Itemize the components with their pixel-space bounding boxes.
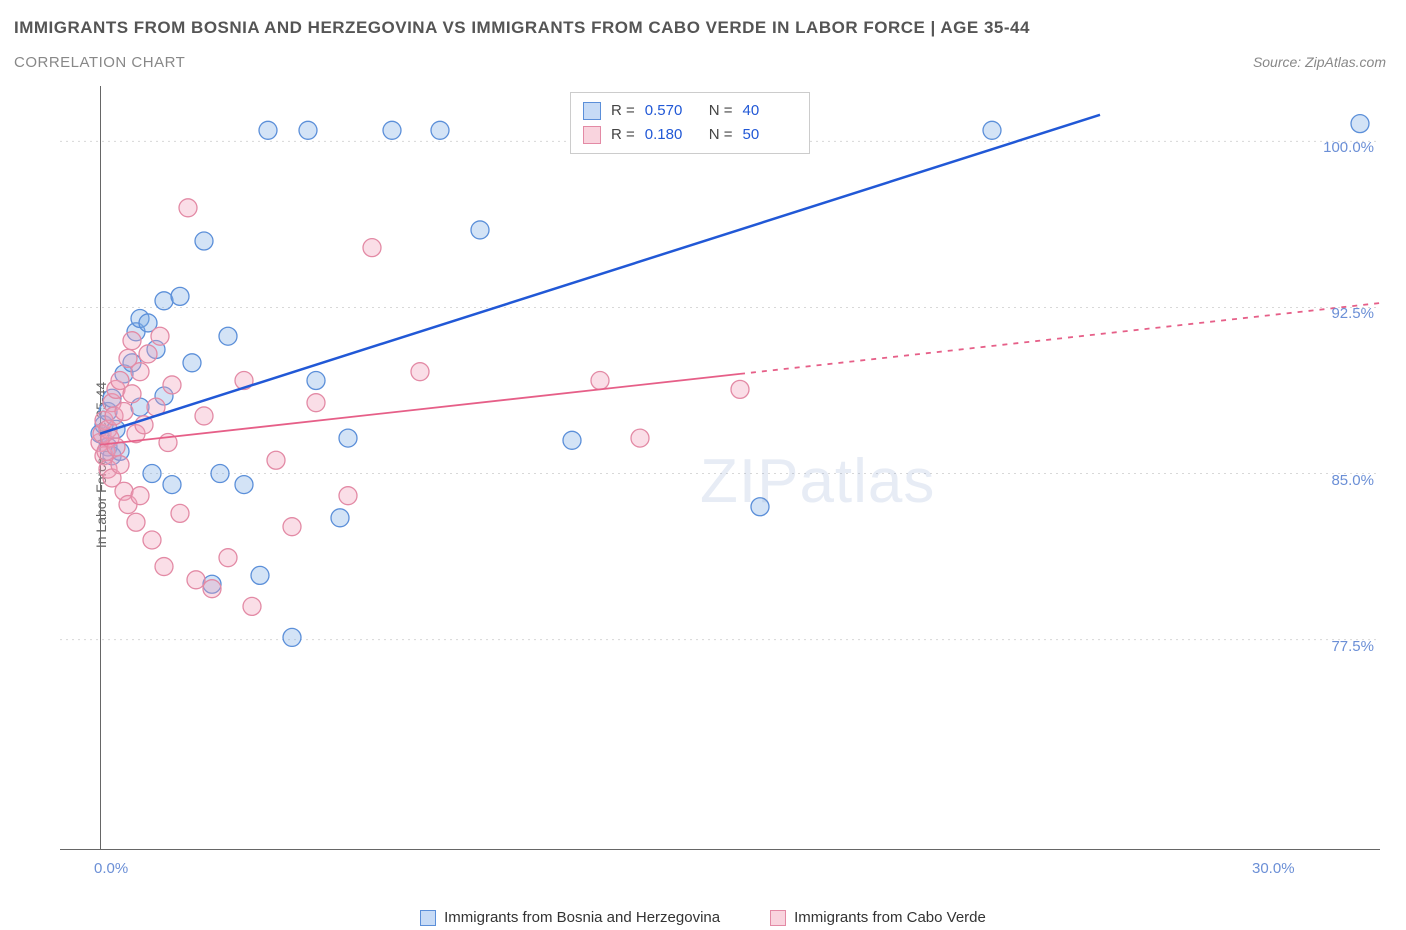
legend-row: R = 0.180 N = 50 [583, 123, 797, 147]
legend-swatch [583, 102, 601, 120]
x-tick-label: 0.0% [94, 860, 128, 877]
series-legend-label: Immigrants from Bosnia and Herzegovina [444, 909, 720, 926]
legend-r-value: 0.570 [645, 99, 699, 123]
y-tick-label: 100.0% [1323, 139, 1374, 156]
y-tick-label: 92.5% [1331, 305, 1374, 322]
y-tick-label: 85.0% [1331, 472, 1374, 489]
legend-r-label: R = [611, 123, 635, 147]
correlation-legend: R = 0.570 N = 40 R = 0.180 N = 50 [570, 92, 810, 154]
chart-area: ZIPatlas 77.5%85.0%92.5%100.0% 0.0%30.0% [60, 86, 1380, 876]
series-legend-label: Immigrants from Cabo Verde [794, 909, 986, 926]
legend-r-value: 0.180 [645, 123, 699, 147]
y-tick-label: 77.5% [1331, 638, 1374, 655]
chart-title: IMMIGRANTS FROM BOSNIA AND HERZEGOVINA V… [14, 18, 1030, 38]
legend-n-value: 40 [743, 99, 797, 123]
legend-n-value: 50 [743, 123, 797, 147]
legend-swatch [583, 126, 601, 144]
legend-n-label: N = [709, 123, 733, 147]
legend-n-label: N = [709, 99, 733, 123]
legend-r-label: R = [611, 99, 635, 123]
legend-swatch [420, 910, 436, 926]
series-legend-item: Immigrants from Cabo Verde [770, 909, 986, 926]
x-tick-label: 30.0% [1252, 860, 1295, 877]
legend-row: R = 0.570 N = 40 [583, 99, 797, 123]
series-legend: Immigrants from Bosnia and Herzegovina Im… [0, 909, 1406, 926]
series-legend-item: Immigrants from Bosnia and Herzegovina [420, 909, 720, 926]
legend-swatch [770, 910, 786, 926]
scatter-plot-svg [60, 86, 1380, 850]
source-label: Source: ZipAtlas.com [1253, 54, 1386, 70]
chart-subtitle: CORRELATION CHART [14, 54, 185, 71]
